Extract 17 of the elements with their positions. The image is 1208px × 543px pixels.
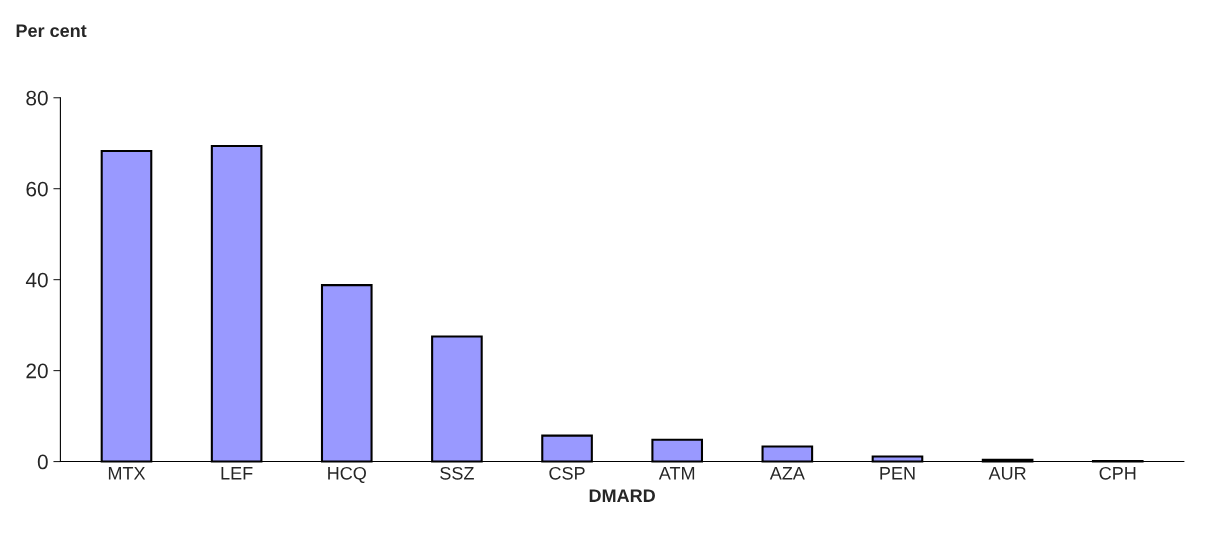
x-tick-label: PEN: [880, 467, 915, 480]
x-axis-title: DMARD: [589, 489, 655, 502]
y-tick-label: 60: [26, 181, 48, 197]
x-tick-label: ATM: [658, 467, 695, 480]
y-tick-label: 20: [26, 363, 48, 379]
y-tick-label: 80: [26, 90, 48, 106]
x-tick-label: AUR: [988, 467, 1026, 480]
x-tick-label: MTX: [108, 467, 146, 480]
y-axis-title: Per cent: [16, 24, 87, 38]
x-tick-label: CPH: [1099, 466, 1136, 480]
y-tick-label: 0: [37, 454, 48, 470]
x-tick-label: CSP: [549, 466, 585, 480]
x-tick-label: AZA: [769, 467, 805, 480]
x-tick-label: LEF: [221, 467, 253, 480]
x-tick-label: HCQ: [328, 466, 366, 483]
y-tick-label: 40: [25, 272, 48, 288]
x-tick-label: SSZ: [440, 466, 474, 480]
